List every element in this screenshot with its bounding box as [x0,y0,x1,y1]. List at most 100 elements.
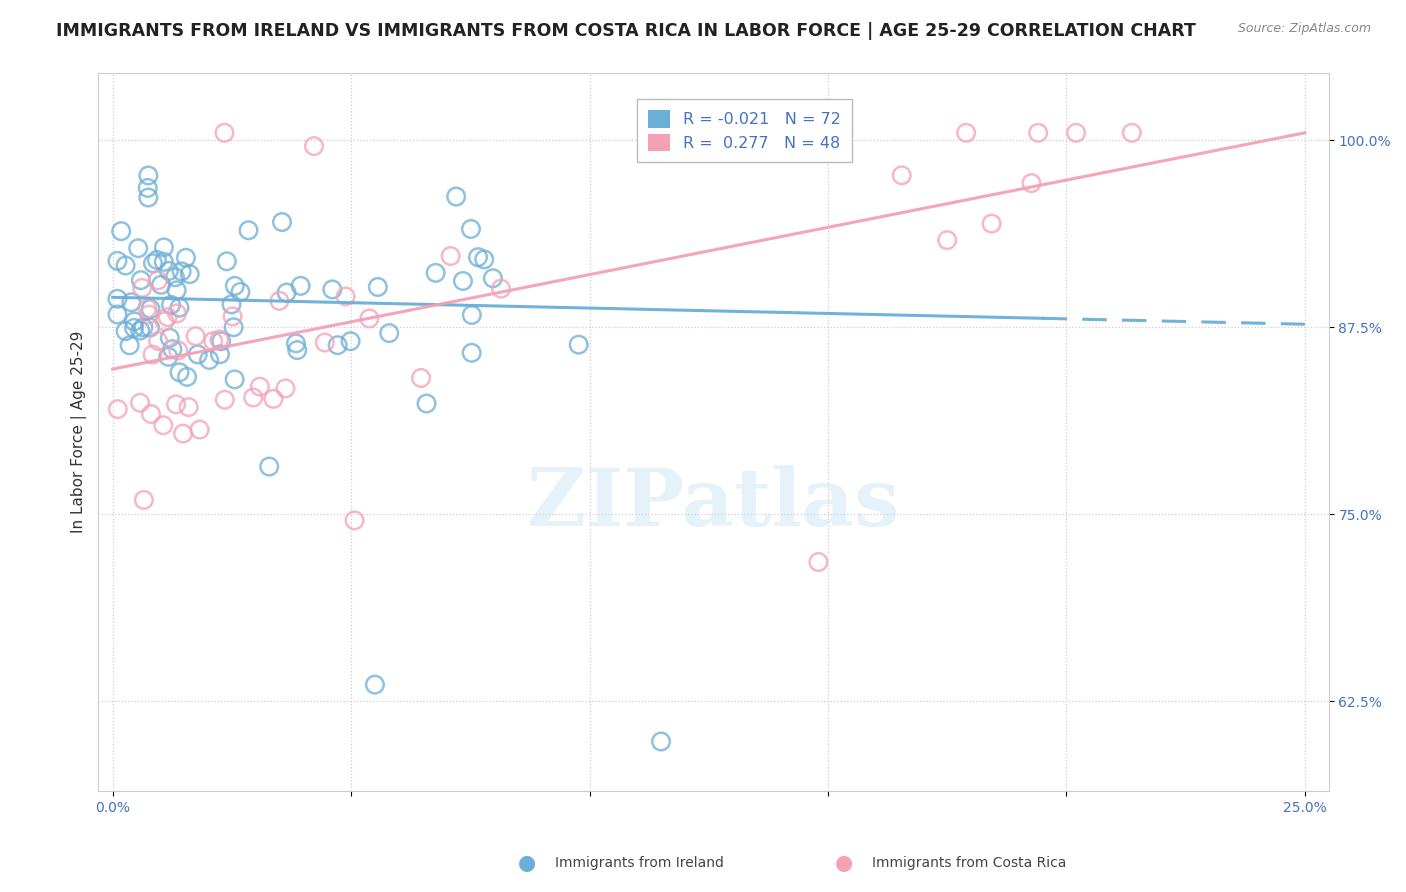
Point [177,400,200,414]
Point [482,271,505,285]
Point [138,169,160,183]
Point [1064,126,1087,140]
Point [890,168,912,182]
Point [215,254,238,268]
Point [472,252,495,267]
Text: Source: ZipAtlas.com: Source: ZipAtlas.com [1237,22,1371,36]
Point [166,283,188,297]
Point [222,320,245,334]
Point [107,402,129,417]
Point [302,139,325,153]
Point [271,215,294,229]
Text: ●: ● [519,853,536,872]
Point [136,190,159,204]
Point [139,320,162,334]
Point [451,274,474,288]
Point [807,555,830,569]
Point [107,308,129,322]
Point [142,256,165,270]
Point [444,189,467,203]
Point [290,278,312,293]
Point [221,297,243,311]
Point [425,266,447,280]
Point [156,310,179,324]
Point [129,396,152,410]
Point [187,347,209,361]
Point [169,301,191,315]
Point [159,331,181,345]
Point [224,372,246,386]
Point [198,353,221,368]
Point [146,334,169,348]
Text: ●: ● [835,853,852,872]
Point [146,252,169,267]
Text: Immigrants from Ireland: Immigrants from Ireland [555,855,724,870]
Point [1121,126,1143,140]
Point [114,324,136,338]
Point [269,293,291,308]
Point [321,282,343,296]
Point [980,217,1002,231]
Point [415,396,437,410]
Point [249,379,271,393]
Point [110,224,132,238]
Point [568,337,591,351]
Point [162,342,184,356]
Point [188,423,211,437]
Point [367,280,389,294]
Point [122,321,145,335]
Point [163,270,186,285]
Point [139,407,162,421]
Point [160,298,183,312]
Point [107,253,129,268]
Point [208,333,231,347]
Point [153,314,176,328]
Point [650,734,672,748]
Point [139,301,162,316]
Point [136,181,159,195]
Point [467,250,489,264]
Point [460,222,482,236]
Point [214,392,236,407]
Point [122,314,145,328]
Point [229,285,252,299]
Point [202,334,225,348]
Point [1021,176,1043,190]
Point [257,459,280,474]
Point [157,350,180,364]
Point [170,264,193,278]
Point [157,264,180,278]
Point [169,365,191,379]
Point [343,513,366,527]
Point [378,326,401,340]
Point [132,492,155,507]
Point [955,126,977,140]
Point [224,279,246,293]
Point [174,251,197,265]
Point [142,347,165,361]
Text: Immigrants from Costa Rica: Immigrants from Costa Rica [872,855,1066,870]
Point [184,329,207,343]
Point [120,295,142,310]
Point [146,273,169,287]
Legend: R = -0.021   N = 72, R =  0.277   N = 48: R = -0.021 N = 72, R = 0.277 N = 48 [637,99,852,162]
Point [936,233,959,247]
Y-axis label: In Labor Force | Age 25-29: In Labor Force | Age 25-29 [72,331,87,533]
Point [440,249,463,263]
Point [114,259,136,273]
Point [176,370,198,384]
Point [335,289,357,303]
Point [165,397,187,411]
Point [276,285,298,300]
Point [214,126,236,140]
Point [167,343,190,358]
Point [107,292,129,306]
Point [1026,126,1049,140]
Point [359,311,381,326]
Point [129,324,152,338]
Point [461,308,484,322]
Point [153,255,176,269]
Text: ZIPatlas: ZIPatlas [527,465,900,542]
Point [274,381,297,395]
Point [489,282,512,296]
